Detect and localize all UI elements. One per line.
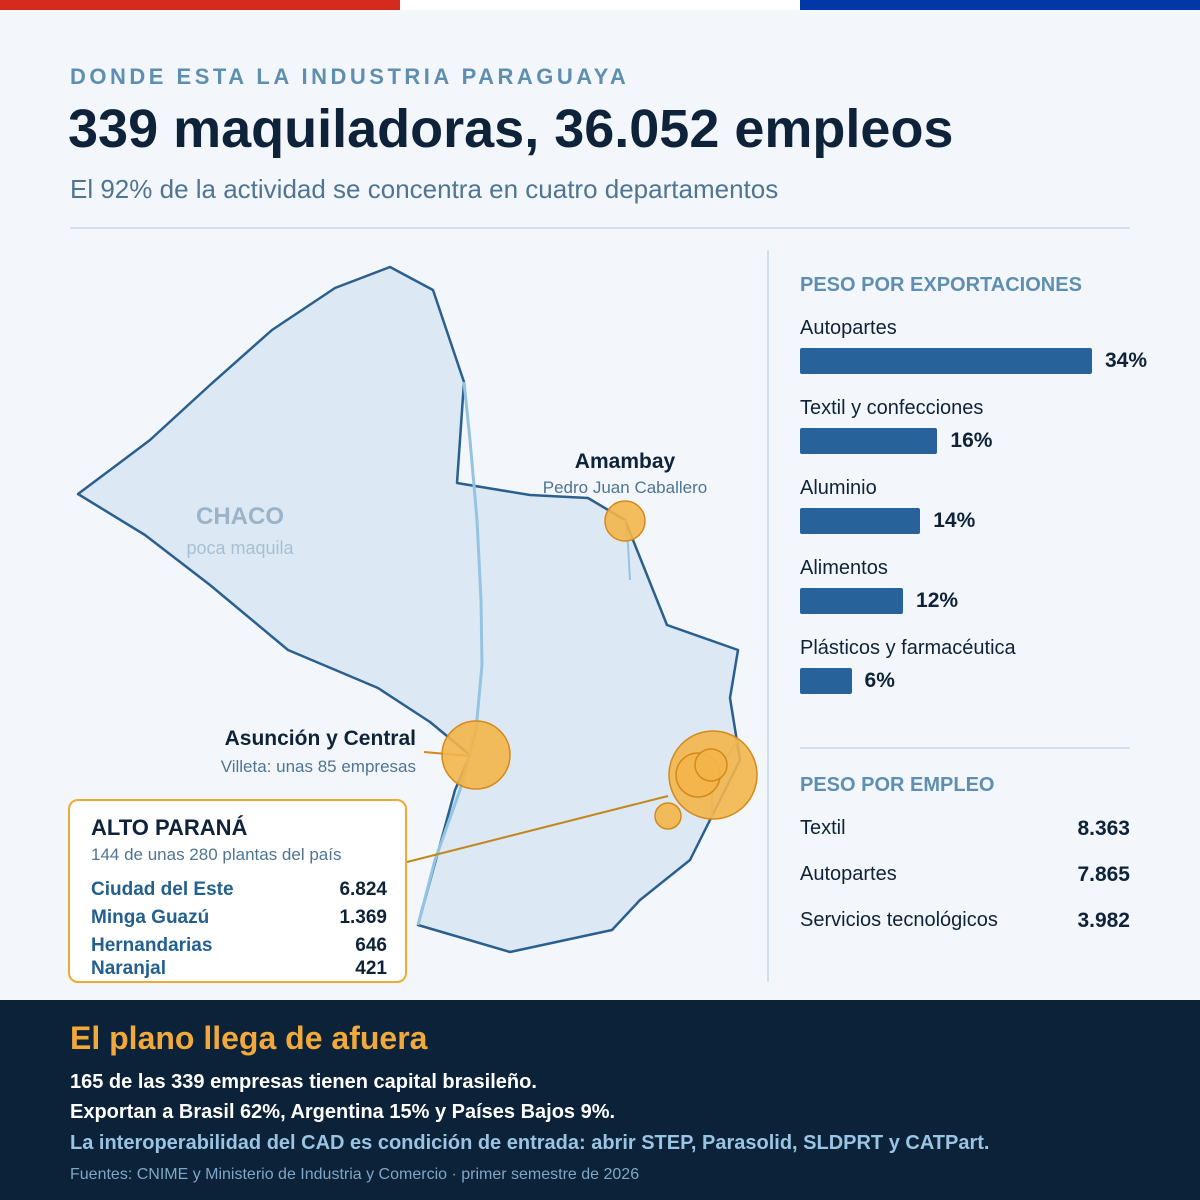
export-bar-item: Plásticos y farmacéutica 6%: [800, 637, 1180, 707]
page-title: 339 maquiladoras, 36.052 empleos: [68, 99, 954, 159]
export-bar-fill: [800, 588, 904, 614]
bubble-amambay: [604, 500, 646, 542]
paraguay-river: [416, 381, 484, 926]
flag-stripe-blue: [800, 0, 1200, 10]
leader-alto-parana: [406, 795, 669, 863]
export-bar-track: 14%: [800, 508, 975, 534]
employment-label: Autopartes: [800, 863, 897, 885]
employment-row: Autopartes 7.865: [800, 863, 1130, 887]
export-bar-label: Autopartes: [800, 317, 897, 339]
export-bar-label: Plásticos y farmacéutica: [800, 637, 1016, 659]
export-bar-track: 34%: [800, 348, 1147, 374]
city-value: 646: [355, 935, 387, 956]
export-bar-item: Textil y confecciones 16%: [800, 397, 1180, 467]
label-amambay-city: Pedro Juan Caballero: [542, 478, 708, 497]
flag-stripe-white: [400, 0, 800, 10]
export-bar-label: Textil y confecciones: [800, 397, 984, 419]
city-row: Ciudad del Este 6.824: [91, 879, 387, 901]
bubble-naranjal: [654, 802, 682, 830]
export-bar-value: 16%: [950, 429, 993, 452]
export-bar-value: 14%: [933, 509, 976, 532]
label-central: Asunción y Central: [224, 727, 416, 750]
label-central-note: Villeta: unas 85 empresas: [220, 757, 416, 776]
export-bar-value: 12%: [916, 589, 959, 612]
export-bar-track: 6%: [800, 668, 895, 694]
city-name: Naranjal: [91, 958, 166, 979]
country-outline: [76, 265, 742, 954]
city-row: Naranjal 421: [91, 958, 387, 980]
footer-panel: El plano llega de afuera 165 de las 339 …: [0, 1000, 1200, 1200]
employment-row: Servicios tecnológicos 3.982: [800, 909, 1130, 933]
vertical-divider: [767, 250, 769, 982]
export-bar-track: 16%: [800, 428, 992, 454]
export-bar-item: Aluminio 14%: [800, 477, 1180, 547]
kicker: DONDE ESTA LA INDUSTRIA PARAGUAYA: [70, 64, 630, 89]
export-bar-track: 12%: [800, 588, 958, 614]
employment-label: Textil: [800, 817, 846, 839]
export-bar-label: Alimentos: [800, 557, 888, 579]
divider: [70, 227, 1130, 229]
page-subtitle: El 92% de la actividad se concentra en c…: [70, 174, 779, 204]
city-name: Ciudad del Este: [91, 879, 234, 900]
flag-stripe: [0, 0, 1200, 10]
city-value: 421: [355, 958, 387, 979]
bubble-hernandarias: [694, 748, 728, 782]
city-name: Minga Guazú: [91, 907, 210, 928]
employment-value: 3.982: [1077, 909, 1130, 932]
employment-row: Textil 8.363: [800, 817, 1130, 841]
export-bar-value: 6%: [864, 669, 895, 692]
footer-source: Fuentes: CNIME y Ministerio de Industria…: [70, 1166, 640, 1183]
export-bar-fill: [800, 348, 1092, 374]
export-bar-fill: [800, 508, 921, 534]
exports-section-title: PESO POR EXPORTACIONES: [800, 274, 1082, 296]
export-bar-label: Aluminio: [800, 477, 877, 499]
alto-parana-title: ALTO PARANÁ: [91, 815, 248, 840]
label-chaco-note: poca maquila: [186, 538, 294, 558]
employment-value: 8.363: [1077, 817, 1130, 840]
city-value: 1.369: [339, 907, 387, 928]
city-row: Minga Guazú 1.369: [91, 907, 387, 929]
export-bar-item: Alimentos 12%: [800, 557, 1180, 627]
bubble-central: [441, 720, 511, 790]
flag-stripe-red: [0, 0, 400, 10]
label-amambay: Amambay: [574, 450, 676, 473]
city-value: 6.824: [339, 879, 387, 900]
footer-line-highlight: La interoperabilidad del CAD es condició…: [70, 1132, 990, 1154]
paraguay-map: [76, 265, 758, 954]
section-divider: [800, 747, 1130, 749]
city-row: Hernandarias 646: [91, 935, 387, 957]
alto-parana-note: 144 de unas 280 plantas del país: [91, 845, 342, 864]
employment-value: 7.865: [1077, 863, 1130, 886]
label-chaco: CHACO: [196, 503, 284, 530]
employment-label: Servicios tecnológicos: [800, 909, 998, 931]
export-bar-item: Autopartes 34%: [800, 317, 1180, 387]
city-name: Hernandarias: [91, 935, 213, 956]
export-bar-fill: [800, 668, 852, 694]
footer-line: Exportan a Brasil 62%, Argentina 15% y P…: [70, 1101, 616, 1123]
export-bar-fill: [800, 428, 938, 454]
employment-section-title: PESO POR EMPLEO: [800, 774, 995, 796]
alto-parana-callout: ALTO PARANÁ 144 de unas 280 plantas del …: [68, 799, 407, 983]
export-bar-value: 34%: [1105, 349, 1148, 372]
footer-line: 165 de las 339 empresas tienen capital b…: [70, 1071, 537, 1093]
footer-title: El plano llega de afuera: [70, 1020, 428, 1056]
